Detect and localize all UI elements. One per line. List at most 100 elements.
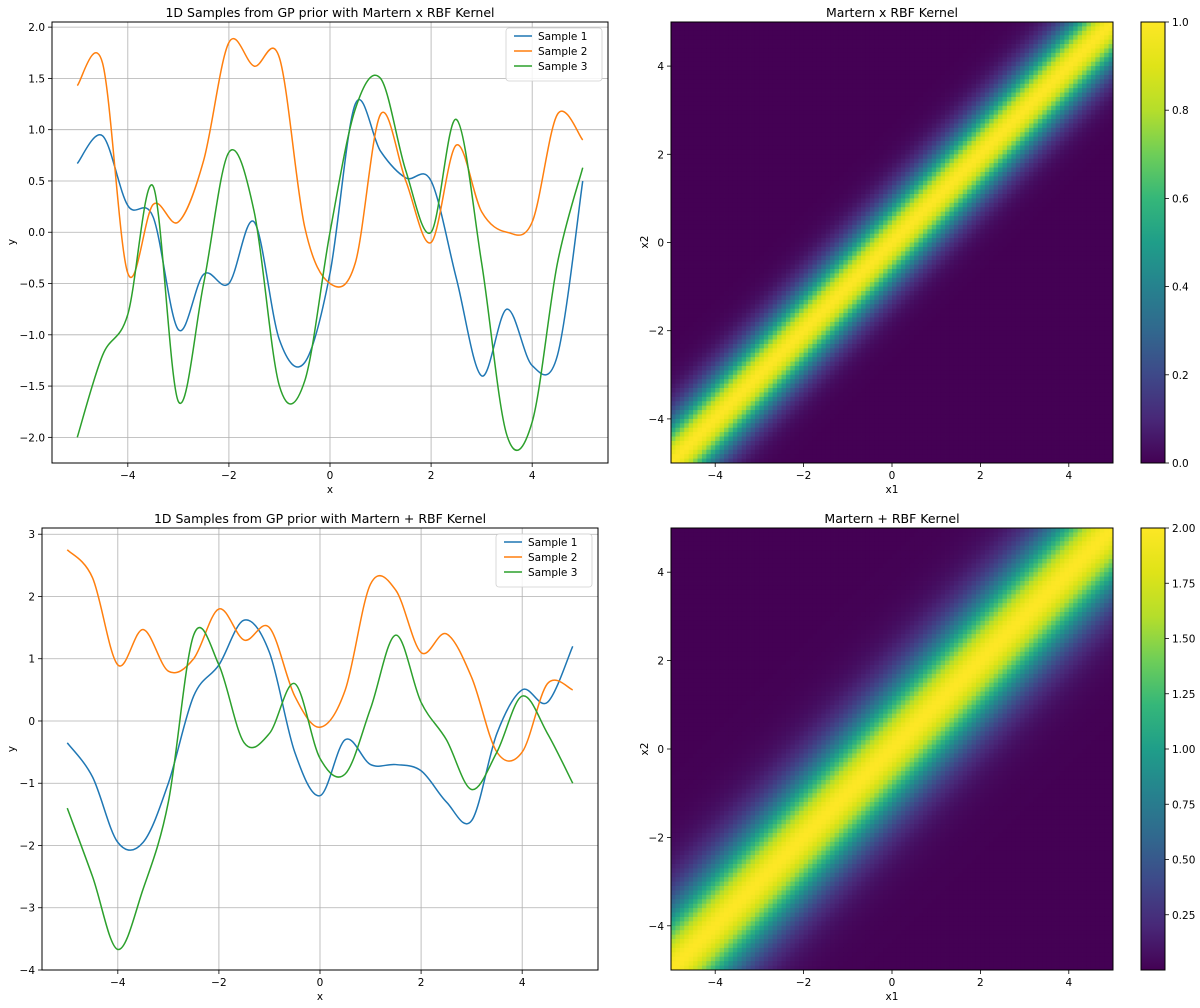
heatmap-cell xyxy=(847,30,853,36)
heatmap-cell xyxy=(1059,26,1065,32)
heatmap-cell xyxy=(865,207,871,213)
heatmap-cell xyxy=(719,224,725,230)
heatmap-cell xyxy=(909,96,915,102)
heatmap-cell xyxy=(1108,154,1114,160)
heatmap-cell xyxy=(825,114,831,120)
heatmap-cell xyxy=(772,202,778,208)
heatmap-cell xyxy=(763,48,769,54)
heatmap-cell xyxy=(856,61,862,67)
heatmap-cell xyxy=(737,101,743,107)
heatmap-cell xyxy=(724,132,729,138)
heatmap-cell xyxy=(905,132,911,138)
heatmap-cell xyxy=(679,198,685,204)
heatmap-cell xyxy=(909,92,915,98)
heatmap-cell xyxy=(781,154,787,160)
heatmap-cell xyxy=(1068,66,1074,71)
heatmap-cell xyxy=(1090,114,1096,120)
heatmap-cell xyxy=(816,149,822,155)
heatmap-cell xyxy=(900,132,906,138)
heatmap-cell xyxy=(737,44,743,49)
heatmap-cell xyxy=(821,114,827,120)
heatmap-cell xyxy=(958,79,964,85)
heatmap-cell xyxy=(759,101,765,107)
heatmap-cell xyxy=(768,70,774,76)
heatmap-cell xyxy=(1006,61,1012,67)
heatmap-cell xyxy=(847,79,853,85)
heatmap-cell xyxy=(993,141,999,146)
heatmap-cell xyxy=(701,70,707,76)
heatmap-cell xyxy=(1064,220,1070,226)
heatmap-cell xyxy=(865,171,871,177)
heatmap-cell xyxy=(825,185,831,190)
heatmap-cell xyxy=(1046,39,1052,45)
heatmap-cell xyxy=(732,79,738,85)
heatmap-cell xyxy=(1020,233,1025,239)
heatmap-cell xyxy=(843,171,849,177)
heatmap-cell xyxy=(847,74,853,80)
heatmap-cell xyxy=(993,229,999,235)
heatmap-cell xyxy=(927,154,933,160)
heatmap-cell xyxy=(834,26,840,32)
heatmap-cell xyxy=(675,92,681,98)
heatmap-cell xyxy=(852,30,858,36)
heatmap-cell xyxy=(710,88,716,93)
heatmap-cell xyxy=(843,158,849,164)
heatmap-cell xyxy=(922,185,928,190)
heatmap-cell xyxy=(1104,202,1109,208)
heatmap-cell xyxy=(1090,167,1096,173)
heatmap-cell xyxy=(750,220,756,226)
heatmap-cell xyxy=(896,141,902,146)
heatmap-cell xyxy=(746,171,751,177)
heatmap-cell xyxy=(1033,52,1039,58)
heatmap-cell xyxy=(772,74,778,80)
heatmap-cell xyxy=(821,145,827,151)
heatmap-cell xyxy=(962,96,968,102)
heatmap-cell xyxy=(697,149,703,155)
heatmap-cell xyxy=(838,233,844,239)
heatmap-cell xyxy=(971,185,977,190)
heatmap-cell xyxy=(830,180,835,186)
heatmap-cell xyxy=(1068,132,1074,138)
heatmap-cell xyxy=(1002,66,1008,71)
heatmap-cell xyxy=(962,185,968,190)
heatmap-cell xyxy=(1011,149,1017,155)
heatmap-cell xyxy=(914,167,919,173)
heatmap-cell xyxy=(843,66,849,71)
heatmap-cell xyxy=(1090,70,1096,76)
heatmap-cell xyxy=(1108,39,1114,45)
heatmap-cell xyxy=(861,145,866,151)
heatmap-cell xyxy=(803,110,809,116)
heatmap-cell xyxy=(772,229,778,235)
heatmap-cell xyxy=(684,44,690,49)
heatmap-cell xyxy=(1068,163,1074,168)
heatmap-cell xyxy=(1042,39,1048,45)
heatmap-cell xyxy=(905,154,911,160)
heatmap-cell xyxy=(936,123,942,129)
heatmap-cell xyxy=(777,149,782,155)
legend-box xyxy=(505,27,603,82)
heatmap-cell xyxy=(838,202,844,208)
heatmap-cell xyxy=(998,229,1003,235)
heatmap-cell xyxy=(794,224,800,230)
heatmap-cell xyxy=(768,119,774,124)
heatmap-cell xyxy=(1055,30,1061,36)
heatmap-cell xyxy=(1108,22,1114,27)
heatmap-cell xyxy=(918,88,924,93)
heatmap-cell xyxy=(1086,158,1092,164)
heatmap-cell xyxy=(1033,141,1039,146)
heatmap-cell xyxy=(834,224,840,230)
heatmap-cell xyxy=(1077,79,1083,85)
heatmap-cell xyxy=(993,26,999,32)
heatmap-cell xyxy=(710,163,716,168)
heatmap-cell xyxy=(1090,92,1096,98)
heatmap-cell xyxy=(732,105,738,111)
heatmap-cell xyxy=(989,105,995,111)
heatmap-cell xyxy=(830,136,835,142)
heatmap-cell xyxy=(710,176,716,182)
heatmap-cell xyxy=(781,57,787,63)
heatmap-cell xyxy=(918,26,924,32)
heatmap-cell xyxy=(763,22,769,27)
heatmap-cell xyxy=(1064,136,1070,142)
heatmap-cell xyxy=(843,145,849,151)
heatmap-cell xyxy=(896,176,902,182)
